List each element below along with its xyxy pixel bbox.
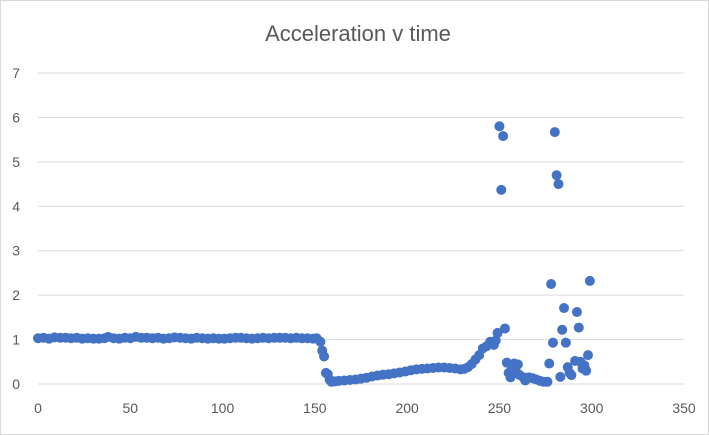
data-point (566, 370, 577, 381)
data-point (560, 337, 571, 348)
y-tick-label-2: 2 (12, 287, 20, 303)
data-point (499, 323, 510, 334)
data-point (557, 324, 568, 335)
data-point (498, 131, 509, 142)
data-point (546, 279, 557, 290)
x-tick-label-0: 0 (34, 400, 42, 416)
x-tick-label-4: 200 (395, 400, 419, 416)
data-point (315, 336, 326, 347)
x-tick-label-1: 50 (122, 400, 138, 416)
y-tick-label-3: 3 (12, 243, 20, 259)
y-tick-label-5: 5 (12, 154, 20, 170)
chart-title: Acceleration v time (265, 21, 451, 46)
x-tick-label-3: 150 (303, 400, 327, 416)
x-tick-labels: 0 50 100 150 200 250 300 350 (34, 400, 696, 416)
data-point (496, 184, 507, 195)
y-tick-label-6: 6 (12, 109, 20, 125)
y-tick-label-1: 1 (12, 332, 20, 348)
data-point (549, 127, 560, 138)
data-point (571, 307, 582, 318)
data-point (559, 303, 570, 314)
data-point (490, 335, 501, 346)
y-tick-label-0: 0 (12, 376, 20, 392)
data-point (573, 322, 584, 333)
data-points (33, 121, 595, 387)
data-point (581, 365, 592, 376)
x-tick-label-2: 100 (211, 400, 235, 416)
data-point (512, 359, 523, 370)
x-tick-label-7: 350 (672, 400, 696, 416)
data-point (547, 337, 558, 348)
data-point (553, 179, 564, 190)
data-point (542, 376, 553, 387)
y-tick-label-4: 4 (12, 198, 20, 214)
y-tick-label-7: 7 (12, 65, 20, 81)
y-tick-labels: 0 1 2 3 4 5 6 7 (12, 65, 20, 392)
data-point (494, 121, 505, 132)
data-point (492, 327, 503, 338)
data-point (555, 371, 566, 382)
x-tick-label-5: 250 (488, 400, 512, 416)
data-point (583, 350, 594, 361)
x-tick-label-6: 300 (580, 400, 604, 416)
data-point (319, 351, 330, 362)
data-point (584, 275, 595, 286)
data-point (551, 170, 562, 181)
data-point (544, 358, 555, 369)
